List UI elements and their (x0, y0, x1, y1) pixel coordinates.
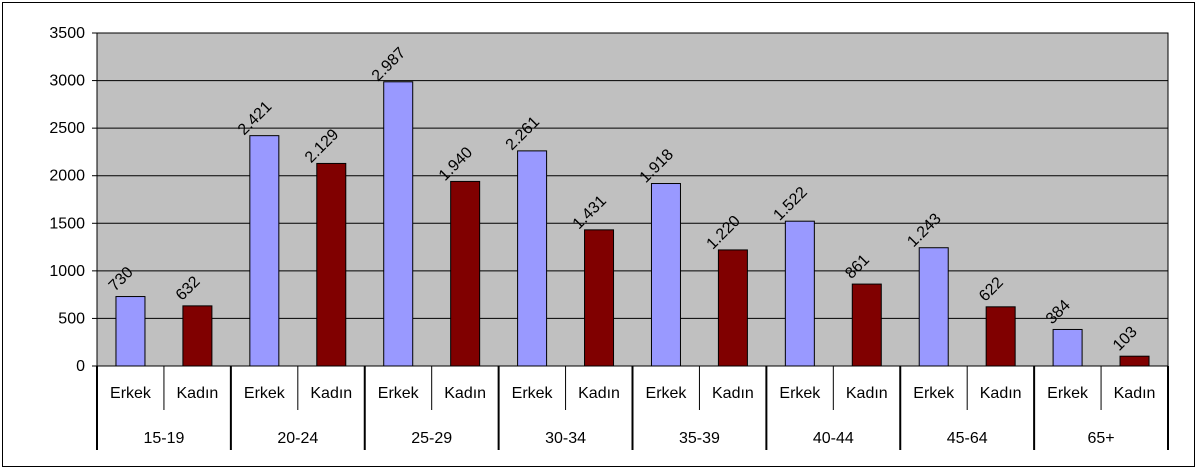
bar-erkek-15-19 (115, 296, 146, 367)
sub-category-label: Erkek (244, 385, 286, 402)
y-tick-label: 500 (58, 310, 85, 327)
sub-category-label: Erkek (1047, 385, 1089, 402)
bar-kadin-25-29 (450, 180, 481, 367)
sub-category-label: Kadın (846, 385, 888, 402)
y-tick-label: 1000 (49, 263, 85, 280)
sub-category-label: Erkek (646, 385, 688, 402)
bar-kadin-65+ (1119, 355, 1150, 367)
bar-erkek-20-24 (249, 135, 280, 367)
y-tick-label: 0 (76, 358, 85, 375)
bar-kadin-35-39 (717, 249, 748, 367)
group-label: 15-19 (143, 430, 184, 447)
group-label: 30-34 (545, 430, 586, 447)
sub-category-label: Erkek (512, 385, 554, 402)
sub-category-label: Kadın (1114, 385, 1156, 402)
bar-erkek-65+ (1052, 328, 1083, 367)
group-label: 65+ (1087, 430, 1114, 447)
sub-category-label: Kadın (310, 385, 352, 402)
sub-category-label: Erkek (378, 385, 420, 402)
bar-kadin-30-34 (584, 229, 615, 367)
group-label: 25-29 (411, 430, 452, 447)
y-tick-label: 3000 (49, 73, 85, 90)
sub-category-label: Erkek (913, 385, 955, 402)
sub-category-label: Kadın (177, 385, 219, 402)
sub-category-label: Kadın (578, 385, 620, 402)
bar-kadin-40-44 (851, 283, 882, 367)
group-label: 45-64 (947, 430, 988, 447)
y-tick-label: 3500 (49, 25, 85, 42)
bar-erkek-35-39 (650, 183, 681, 367)
bar-erkek-40-44 (784, 220, 815, 367)
sub-category-label: Kadın (712, 385, 754, 402)
bar-kadin-45-64 (985, 306, 1016, 367)
bar-erkek-25-29 (383, 81, 414, 367)
bar-kadin-15-19 (182, 305, 213, 367)
group-label: 40-44 (813, 430, 854, 447)
sub-category-label: Erkek (779, 385, 821, 402)
sub-category-label: Erkek (110, 385, 152, 402)
y-tick-label: 2500 (49, 120, 85, 137)
sub-category-label: Kadın (980, 385, 1022, 402)
bar-erkek-45-64 (918, 247, 949, 367)
y-tick-label: 2000 (49, 168, 85, 185)
bar-kadin-20-24 (316, 162, 347, 367)
group-label: 35-39 (679, 430, 720, 447)
bar-erkek-30-34 (517, 150, 548, 367)
group-label: 20-24 (277, 430, 318, 447)
y-tick-label: 1500 (49, 215, 85, 232)
sub-category-label: Kadın (444, 385, 486, 402)
